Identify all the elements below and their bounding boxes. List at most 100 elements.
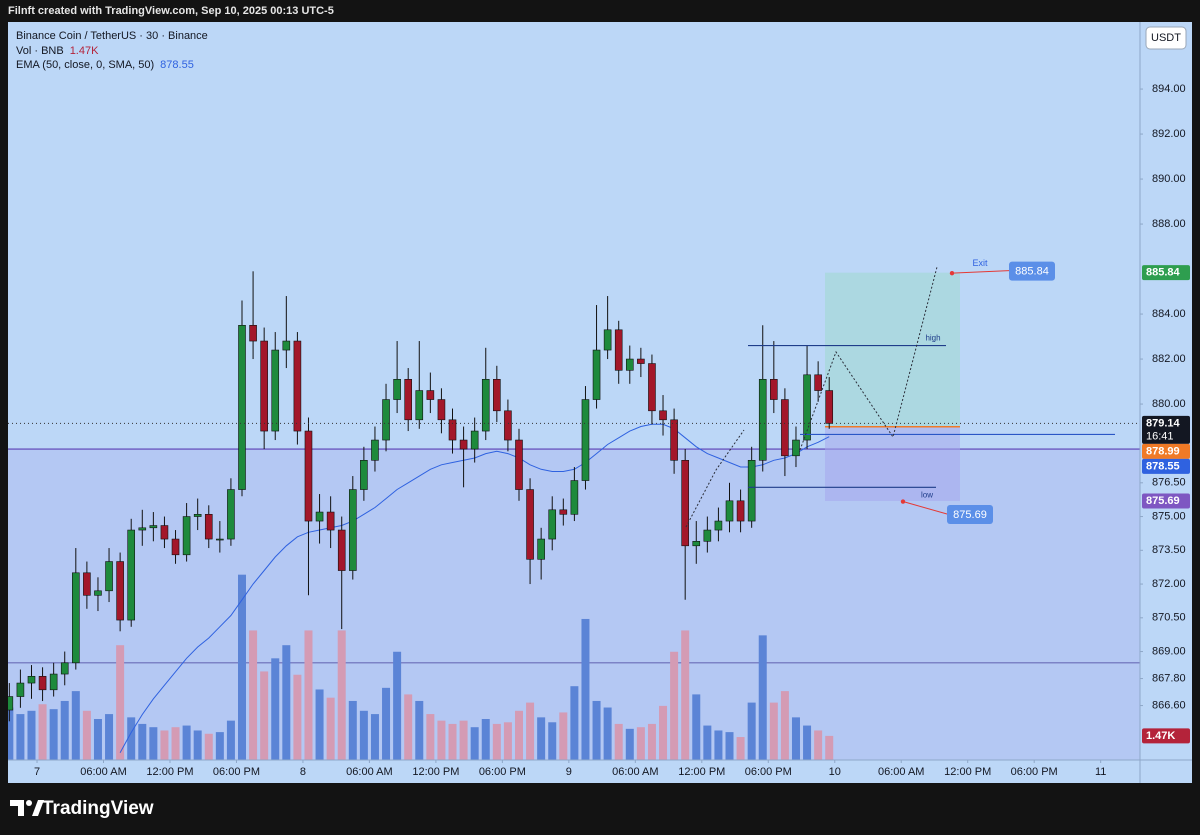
header-text: Filnft created with TradingView.com, Sep… <box>8 5 334 17</box>
candle-body <box>160 525 169 540</box>
symbol-title: Binance Coin / TetherUS · 30 · Binance <box>16 30 208 42</box>
candle-body <box>27 675 36 684</box>
candle-body <box>659 410 667 421</box>
candle-body <box>747 459 756 522</box>
volume-bar <box>49 709 58 760</box>
candle-body <box>348 489 357 571</box>
volume-last: 1.47K <box>70 45 99 57</box>
volume-bar <box>193 730 202 760</box>
profit-zone <box>825 272 960 427</box>
candle-body <box>204 513 213 540</box>
volume-bar <box>570 686 579 760</box>
x-tick-label: 06:00 AM <box>346 766 392 778</box>
price-tag-label: 878.99 <box>1146 445 1180 457</box>
volume-bar <box>127 717 136 760</box>
candle-body <box>260 340 268 432</box>
volume-bar <box>271 658 280 760</box>
volume-bar <box>548 722 557 760</box>
candle-body <box>758 378 767 461</box>
countdown-label: 16:41 <box>1146 430 1174 442</box>
volume-bar <box>437 720 446 760</box>
volume-bar <box>38 704 47 760</box>
stop-box <box>947 505 993 525</box>
logo-mark <box>10 800 24 816</box>
volume-bar <box>714 730 723 760</box>
stop-value: 875.69 <box>953 509 987 521</box>
volume-bar <box>315 689 324 760</box>
volume-bar <box>603 707 612 760</box>
candle-body <box>360 459 368 490</box>
candle-body <box>670 419 678 461</box>
y-tick-label: 882.00 <box>1152 353 1186 365</box>
stop-dot <box>900 499 906 504</box>
price-tag-label: 875.69 <box>1146 495 1180 507</box>
candle-body <box>504 410 512 441</box>
stop-leader <box>902 501 948 515</box>
candle-body <box>94 590 102 596</box>
candle-body <box>581 399 590 481</box>
volume-bar <box>8 707 14 760</box>
candle-body <box>548 509 557 540</box>
logo-mark <box>32 800 44 816</box>
projection-path <box>685 266 938 528</box>
candle-body <box>49 673 58 691</box>
ema-legend: EMA (50, close, 0, SMA, 50) 878.55 <box>16 59 194 71</box>
candle-body <box>592 349 601 400</box>
candle-body <box>559 509 568 515</box>
volume-bar <box>382 687 391 760</box>
candle-body <box>792 439 800 457</box>
price-tag-label: 1.47K <box>1146 730 1175 742</box>
volume-bar <box>27 710 36 760</box>
volume-bar <box>404 694 413 760</box>
candle-body <box>116 561 124 621</box>
x-tick-label: 12:00 PM <box>678 766 725 778</box>
volume-bar <box>503 722 512 760</box>
axes: 894.00 892.00 890.00 888.00 884.00 882.00 880.… <box>34 83 1186 778</box>
currency-box[interactable] <box>1145 26 1187 50</box>
volume-bar <box>681 630 690 760</box>
candle-body <box>825 390 834 424</box>
y-tick-label: 872.00 <box>1152 578 1186 590</box>
target-label: Exit <box>972 258 988 268</box>
volume-bar <box>736 737 745 760</box>
volume-bar <box>514 710 523 760</box>
volume-bar <box>293 674 302 760</box>
candle-body <box>614 329 623 371</box>
candle-body <box>182 516 191 556</box>
volume-bar <box>636 727 645 760</box>
ema-last: 878.55 <box>160 59 194 71</box>
price-tag-label: 879.14 <box>1146 417 1181 429</box>
plot-area <box>8 271 1140 760</box>
volume-bar <box>226 720 235 760</box>
candle-body <box>60 662 69 675</box>
x-tick-label: 06:00 PM <box>1011 766 1058 778</box>
candle-body <box>803 374 811 441</box>
candle-body <box>625 358 634 371</box>
volume-bar <box>780 691 789 760</box>
candle-body <box>781 399 789 457</box>
volume-bar <box>647 723 656 760</box>
candle-body <box>249 324 257 342</box>
volume-bar <box>703 725 712 760</box>
candle-body <box>470 430 479 450</box>
candle-body <box>537 538 545 560</box>
candle-body <box>282 340 291 351</box>
candle-body <box>648 363 656 412</box>
volume-bar <box>304 630 313 760</box>
candle-body <box>105 561 113 592</box>
brand-logo <box>10 800 44 816</box>
y-tick-label: 892.00 <box>1152 128 1186 140</box>
candle-body <box>8 696 14 711</box>
candle-body <box>415 390 424 421</box>
x-tick-label: 06:00 AM <box>878 766 924 778</box>
volume-bar <box>448 723 457 760</box>
y-tick-label: 873.50 <box>1152 544 1186 556</box>
x-tick-label: 9 <box>566 766 572 778</box>
candle-body <box>736 500 745 522</box>
x-tick-label: 06:00 PM <box>213 766 260 778</box>
volume-bar <box>814 730 823 760</box>
candle-body <box>703 529 712 542</box>
volume-bar <box>260 671 269 760</box>
loss-zone <box>825 426 960 502</box>
